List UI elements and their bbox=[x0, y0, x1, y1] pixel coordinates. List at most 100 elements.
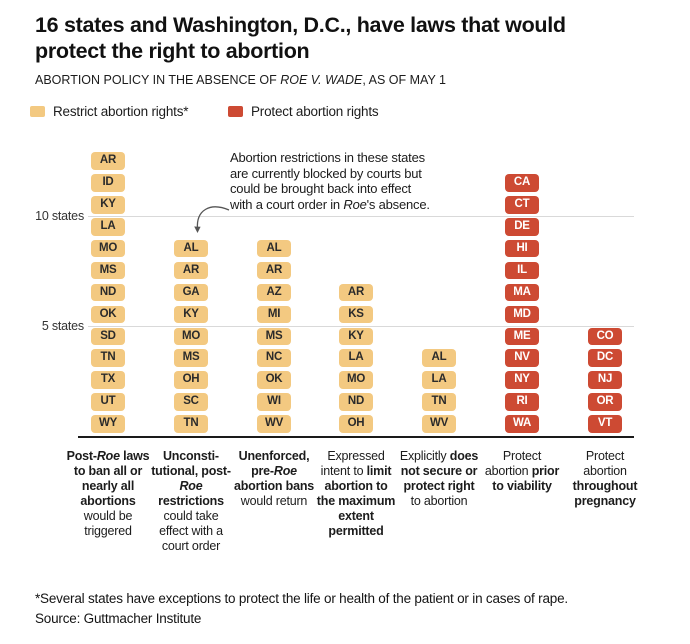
state-block-KS: KS bbox=[339, 305, 373, 324]
state-block-MS: MS bbox=[174, 349, 208, 367]
text-segment: Unconsti­tutional, post- bbox=[151, 449, 231, 478]
text-segment: could be brought back into effect bbox=[230, 181, 412, 196]
annotation-arrow bbox=[194, 206, 230, 233]
text-segment: Abortion restrictions in these states bbox=[230, 150, 425, 165]
state-block-LA: LA bbox=[339, 349, 373, 367]
state-block-RI: RI bbox=[505, 393, 539, 411]
state-block-MA: MA bbox=[505, 283, 539, 302]
category-label-unenforced-pre-roe-bans: Unenforced, pre-Roe abortion bans would … bbox=[232, 449, 316, 509]
annotation-line: are currently blocked by courts but bbox=[230, 166, 475, 182]
state-block-AZ: AZ bbox=[257, 283, 291, 302]
category-label-post-roe-trigger-bans: Post-Roe laws to ban all or nearly all a… bbox=[66, 449, 150, 539]
state-block-NV: NV bbox=[505, 349, 539, 367]
subtitle-case-name: ROE V. WADE bbox=[280, 73, 363, 87]
state-block-ND: ND bbox=[91, 283, 125, 302]
state-block-IL: IL bbox=[505, 261, 539, 280]
state-block-CO: CO bbox=[588, 327, 622, 345]
state-block-NY: NY bbox=[505, 371, 539, 389]
text-segment: could take effect with a court order bbox=[159, 509, 223, 553]
state-block-SC: SC bbox=[174, 393, 208, 411]
state-block-LA: LA bbox=[91, 218, 125, 236]
state-block-VT: VT bbox=[588, 415, 622, 433]
legend-label-restrict: Restrict abortion rights* bbox=[53, 103, 189, 119]
subtitle-text-post: , AS OF MAY 1 bbox=[362, 73, 446, 87]
state-block-WY: WY bbox=[91, 415, 125, 433]
state-block-NC: NC bbox=[257, 349, 291, 367]
state-block-CA: CA bbox=[505, 174, 539, 192]
page-title-line-1: 16 states and Washington, D.C., have law… bbox=[35, 13, 566, 37]
annotation-line: could be brought back into effect bbox=[230, 181, 475, 197]
text-segment: abortion bans bbox=[233, 479, 315, 493]
text-segment: prior to viability bbox=[492, 464, 560, 493]
text-segment: throughout pregnancy bbox=[572, 479, 638, 508]
state-block-MO: MO bbox=[91, 239, 125, 258]
text-segment: laws to ban all or nearly all abortions bbox=[73, 449, 150, 508]
state-block-TX: TX bbox=[91, 371, 125, 389]
text-segment: Roe bbox=[179, 479, 203, 493]
text-segment: would be triggered bbox=[83, 509, 133, 538]
y-tick-label-10-states: 10 states bbox=[35, 209, 84, 223]
state-block-OH: OH bbox=[339, 415, 373, 433]
text-segment: are currently blocked by courts but bbox=[230, 165, 422, 181]
state-block-MS: MS bbox=[91, 261, 125, 280]
footnote: *Several states have exceptions to prote… bbox=[35, 591, 568, 606]
text-segment: does not secure or protect right bbox=[400, 449, 479, 493]
state-block-MS: MS bbox=[257, 327, 291, 345]
source-line: Source: Guttmacher Institute bbox=[35, 611, 202, 626]
text-segment: Unenforced, pre- bbox=[238, 449, 310, 478]
state-block-AL: AL bbox=[257, 239, 291, 258]
text-segment: Roe bbox=[343, 196, 367, 212]
subtitle-text-pre: ABORTION POLICY IN THE ABSENCE OF bbox=[35, 73, 281, 87]
legend-item-restrict: Restrict abortion rights* bbox=[30, 103, 189, 119]
legend-label-protect: Protect abortion rights bbox=[251, 103, 379, 119]
page-title-line-2: protect the right to abortion bbox=[35, 39, 310, 63]
state-block-ND: ND bbox=[339, 393, 373, 411]
text-segment: Roe bbox=[273, 464, 297, 478]
state-block-AR: AR bbox=[91, 152, 125, 170]
text-segment: would return bbox=[240, 494, 308, 508]
text-segment: Explicitly bbox=[399, 449, 450, 463]
annotation-line: Abortion restrictions in these states bbox=[230, 150, 475, 166]
state-block-TN: TN bbox=[174, 415, 208, 433]
state-block-AR: AR bbox=[174, 261, 208, 280]
annotation-line: with a court order in Roe's absence. bbox=[230, 197, 475, 213]
state-block-KY: KY bbox=[91, 196, 125, 214]
state-block-ME: ME bbox=[505, 327, 539, 345]
state-block-OR: OR bbox=[588, 393, 622, 411]
state-block-ID: ID bbox=[91, 174, 125, 192]
state-block-AL: AL bbox=[174, 239, 208, 258]
protect-color-swatch bbox=[228, 105, 243, 117]
state-block-MO: MO bbox=[339, 371, 373, 389]
state-block-MO: MO bbox=[174, 327, 208, 345]
state-block-OK: OK bbox=[91, 305, 125, 324]
state-block-TN: TN bbox=[422, 393, 456, 411]
state-block-TN: TN bbox=[91, 349, 125, 367]
text-segment: Post- bbox=[66, 449, 97, 463]
state-block-LA: LA bbox=[422, 371, 456, 389]
x-axis-baseline bbox=[78, 436, 634, 438]
text-segment: restrictions bbox=[158, 494, 224, 508]
text-segment: to abortion bbox=[410, 494, 468, 508]
state-block-NJ: NJ bbox=[588, 371, 622, 389]
state-block-KY: KY bbox=[339, 327, 373, 345]
state-block-MD: MD bbox=[505, 305, 539, 324]
state-block-UT: UT bbox=[91, 393, 125, 411]
state-block-DC: DC bbox=[588, 349, 622, 367]
state-block-WV: WV bbox=[422, 415, 456, 433]
state-block-SD: SD bbox=[91, 327, 125, 345]
category-label-unconstitutional-post-roe-restrictions: Unconsti­tutional, post-Roe restrictions… bbox=[149, 449, 233, 554]
category-label-explicitly-does-not-protect: Explicitly does not secure or protect ri… bbox=[397, 449, 481, 509]
gridline-5-states bbox=[88, 325, 634, 327]
restrict-color-swatch bbox=[30, 105, 45, 117]
text-segment: with a court order in bbox=[230, 196, 344, 212]
state-block-MI: MI bbox=[257, 305, 291, 324]
category-label-protect-prior-to-viability: Protect abortion prior to viability bbox=[480, 449, 564, 494]
text-segment: Protect abortion bbox=[484, 449, 542, 478]
state-block-AR: AR bbox=[339, 283, 373, 302]
state-block-OK: OK bbox=[257, 371, 291, 389]
y-tick-label-5-states: 5 states bbox=[41, 318, 84, 333]
text-segment: Roe bbox=[96, 449, 120, 463]
state-block-WV: WV bbox=[257, 415, 291, 433]
